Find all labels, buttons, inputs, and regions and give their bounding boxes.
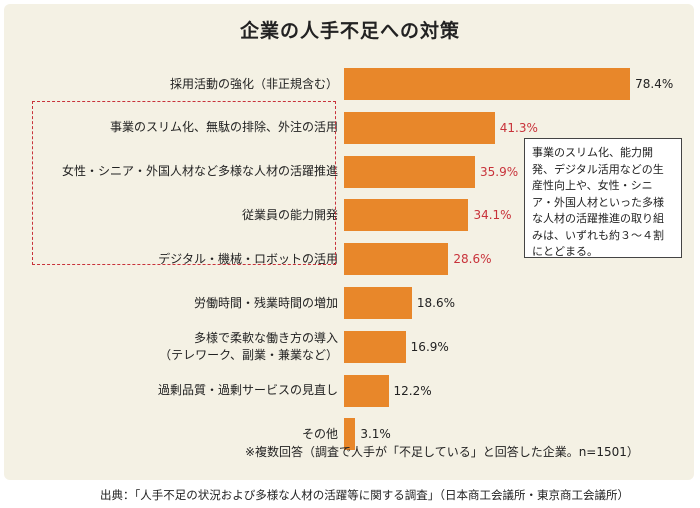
category-label: 事業のスリム化、無駄の排除、外注の活用 — [109, 120, 338, 135]
category-label: 過剰品質・過剰サービスの見直し — [157, 383, 338, 398]
value-label: 3.1% — [360, 427, 391, 442]
bar — [344, 243, 449, 276]
value-label: 35.9% — [480, 164, 519, 179]
bar — [344, 199, 469, 232]
value-label: 18.6% — [416, 296, 455, 310]
bar — [344, 374, 389, 407]
bar — [344, 330, 406, 363]
footnote: ※複数回答（調査で人手が「不足している」と回答した企業。n=1501） — [245, 445, 639, 459]
bar — [344, 68, 631, 100]
category-label: デジタル・機械・ロボットの活用 — [158, 251, 338, 266]
category-label: 女性・シニア・外国人材など多様な人材の活躍推進 — [61, 164, 338, 179]
category-label: 従業員の能力開発 — [241, 207, 338, 222]
category-label: 多様で柔軟な働き方の導入 （テレワーク、副業・兼業など） — [159, 330, 338, 362]
category-label: 採用活動の強化（非正規含む） — [169, 76, 338, 91]
bar — [344, 111, 495, 144]
value-label: 12.2% — [393, 383, 432, 398]
value-label: 78.4% — [635, 77, 674, 91]
annotation-box: 事業のスリム化、能力開発、デジタル活用などの生産性向上や、女性・シニア・外国人材… — [524, 138, 682, 258]
bar — [344, 418, 356, 451]
category-label: 労働時間・残業時間の増加 — [193, 295, 338, 310]
value-label: 41.3% — [499, 120, 538, 135]
value-label: 16.9% — [410, 339, 449, 354]
bar — [344, 155, 476, 188]
category-label: その他 — [301, 426, 338, 441]
value-label: 34.1% — [473, 208, 512, 223]
value-label: 28.6% — [453, 252, 492, 267]
source-citation: 出典：「人手不足の状況および多様な人材の活躍等に関する調査」（日本商工会議所・東… — [100, 488, 629, 502]
highlight-box — [32, 101, 336, 265]
chart-title: 企業の人手不足への対策 — [239, 20, 460, 42]
bar — [344, 287, 412, 319]
